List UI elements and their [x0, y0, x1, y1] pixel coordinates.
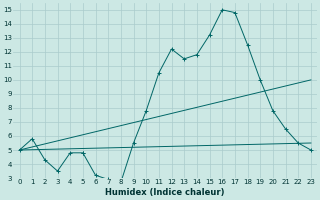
X-axis label: Humidex (Indice chaleur): Humidex (Indice chaleur) [106, 188, 225, 197]
